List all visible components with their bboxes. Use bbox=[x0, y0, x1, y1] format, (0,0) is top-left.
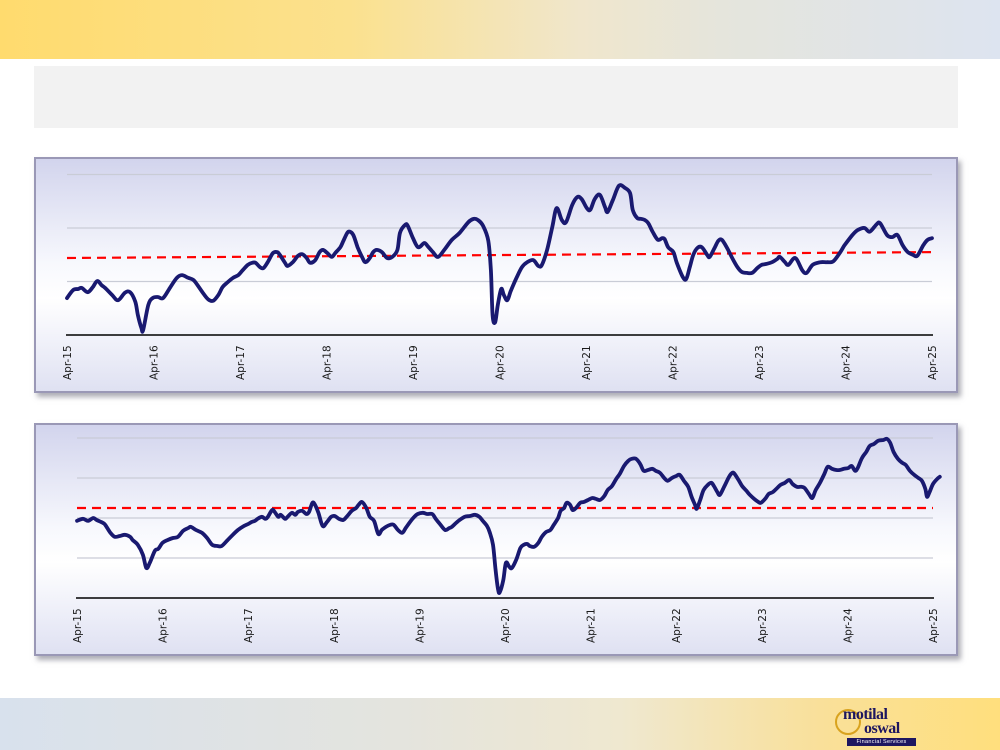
svg-text:Apr-25: Apr-25 bbox=[927, 345, 939, 380]
svg-text:Apr-20: Apr-20 bbox=[495, 345, 507, 380]
svg-text:Apr-20: Apr-20 bbox=[500, 608, 512, 643]
line-chart-2: Apr-15 Apr-16 Apr-17 Apr-18 Apr-19 Apr-20 Apr-… bbox=[36, 425, 956, 654]
svg-text:Apr-15: Apr-15 bbox=[72, 608, 84, 643]
svg-text:Apr-16: Apr-16 bbox=[158, 608, 170, 643]
motilal-oswal-logo: motilal oswal Financial Services bbox=[835, 704, 919, 748]
svg-text:Apr-19: Apr-19 bbox=[414, 608, 426, 643]
svg-text:Apr-17: Apr-17 bbox=[235, 345, 247, 380]
svg-text:Apr-21: Apr-21 bbox=[586, 608, 598, 643]
logo-tagline: Financial Services bbox=[847, 738, 916, 746]
svg-text:Apr-25: Apr-25 bbox=[928, 608, 940, 643]
logo-circle-icon bbox=[835, 709, 861, 735]
svg-text:Apr-18: Apr-18 bbox=[322, 345, 334, 380]
svg-text:Apr-23: Apr-23 bbox=[754, 345, 766, 380]
bottom-gradient-bar bbox=[0, 698, 1000, 750]
svg-text:Apr-24: Apr-24 bbox=[841, 345, 853, 380]
line-chart-1: Apr-15 Apr-16 Apr-17 Apr-18 Apr-19 Apr-20 Apr-… bbox=[36, 159, 956, 391]
svg-text:Apr-15: Apr-15 bbox=[62, 345, 74, 380]
svg-text:Apr-24: Apr-24 bbox=[842, 608, 854, 643]
title-placeholder bbox=[34, 66, 958, 128]
svg-text:Apr-21: Apr-21 bbox=[581, 345, 593, 380]
svg-text:Apr-16: Apr-16 bbox=[149, 345, 161, 380]
logo-word-oswal: oswal bbox=[864, 720, 900, 737]
svg-text:Apr-22: Apr-22 bbox=[668, 345, 680, 380]
svg-text:Apr-19: Apr-19 bbox=[408, 345, 420, 380]
top-gradient-bar bbox=[0, 0, 1000, 59]
svg-text:Apr-17: Apr-17 bbox=[243, 608, 255, 643]
chart-card-1: Apr-15 Apr-16 Apr-17 Apr-18 Apr-19 Apr-20 Apr-… bbox=[34, 157, 958, 393]
logo-word-motilal: motilal bbox=[843, 706, 888, 723]
chart-card-2: Apr-15 Apr-16 Apr-17 Apr-18 Apr-19 Apr-20 Apr-… bbox=[34, 423, 958, 656]
svg-text:Apr-22: Apr-22 bbox=[671, 608, 683, 643]
svg-text:Apr-23: Apr-23 bbox=[757, 608, 769, 643]
svg-text:Apr-18: Apr-18 bbox=[329, 608, 341, 643]
